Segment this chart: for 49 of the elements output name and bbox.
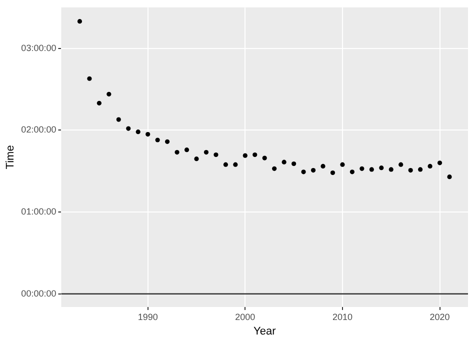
point	[96, 100, 102, 106]
point	[242, 153, 248, 158]
x-tick-label: 2020	[430, 312, 450, 322]
point	[379, 166, 384, 170]
point	[184, 148, 190, 152]
y-tick-label: 01:00:00	[21, 206, 56, 217]
point	[320, 164, 326, 169]
point	[437, 160, 442, 166]
point	[174, 150, 180, 155]
point	[126, 126, 131, 131]
point	[330, 170, 336, 176]
point	[194, 156, 199, 162]
point	[398, 162, 404, 167]
point	[252, 152, 258, 158]
point	[388, 167, 394, 172]
point	[262, 156, 267, 160]
point	[301, 170, 306, 174]
point	[418, 167, 423, 172]
point	[155, 138, 160, 142]
x-tick-label: 2000	[235, 312, 256, 322]
point	[77, 19, 82, 24]
point	[233, 162, 238, 167]
y-axis-title: Time	[4, 145, 17, 170]
point	[204, 150, 209, 155]
point	[106, 92, 112, 96]
point	[428, 164, 432, 169]
point	[136, 130, 140, 134]
x-axis-title: Year	[254, 325, 276, 338]
point	[408, 168, 413, 173]
point	[282, 160, 286, 164]
point	[369, 167, 374, 172]
x-tick-label: 1990	[138, 312, 158, 322]
point	[292, 161, 296, 166]
y-tick-label: 03:00:00	[21, 42, 56, 53]
point	[87, 76, 92, 81]
point	[146, 132, 150, 137]
y-tick-label: 02:00:00	[21, 124, 56, 135]
point	[350, 170, 354, 174]
point	[165, 139, 170, 144]
point	[360, 166, 364, 171]
point	[214, 152, 218, 158]
x-tick-label: 2010	[332, 312, 352, 322]
point	[310, 168, 316, 173]
y-tick-label: 00:00:00	[21, 288, 56, 298]
point	[340, 162, 345, 167]
point	[447, 174, 452, 180]
point	[223, 162, 228, 167]
point	[116, 117, 121, 122]
point	[272, 166, 277, 171]
